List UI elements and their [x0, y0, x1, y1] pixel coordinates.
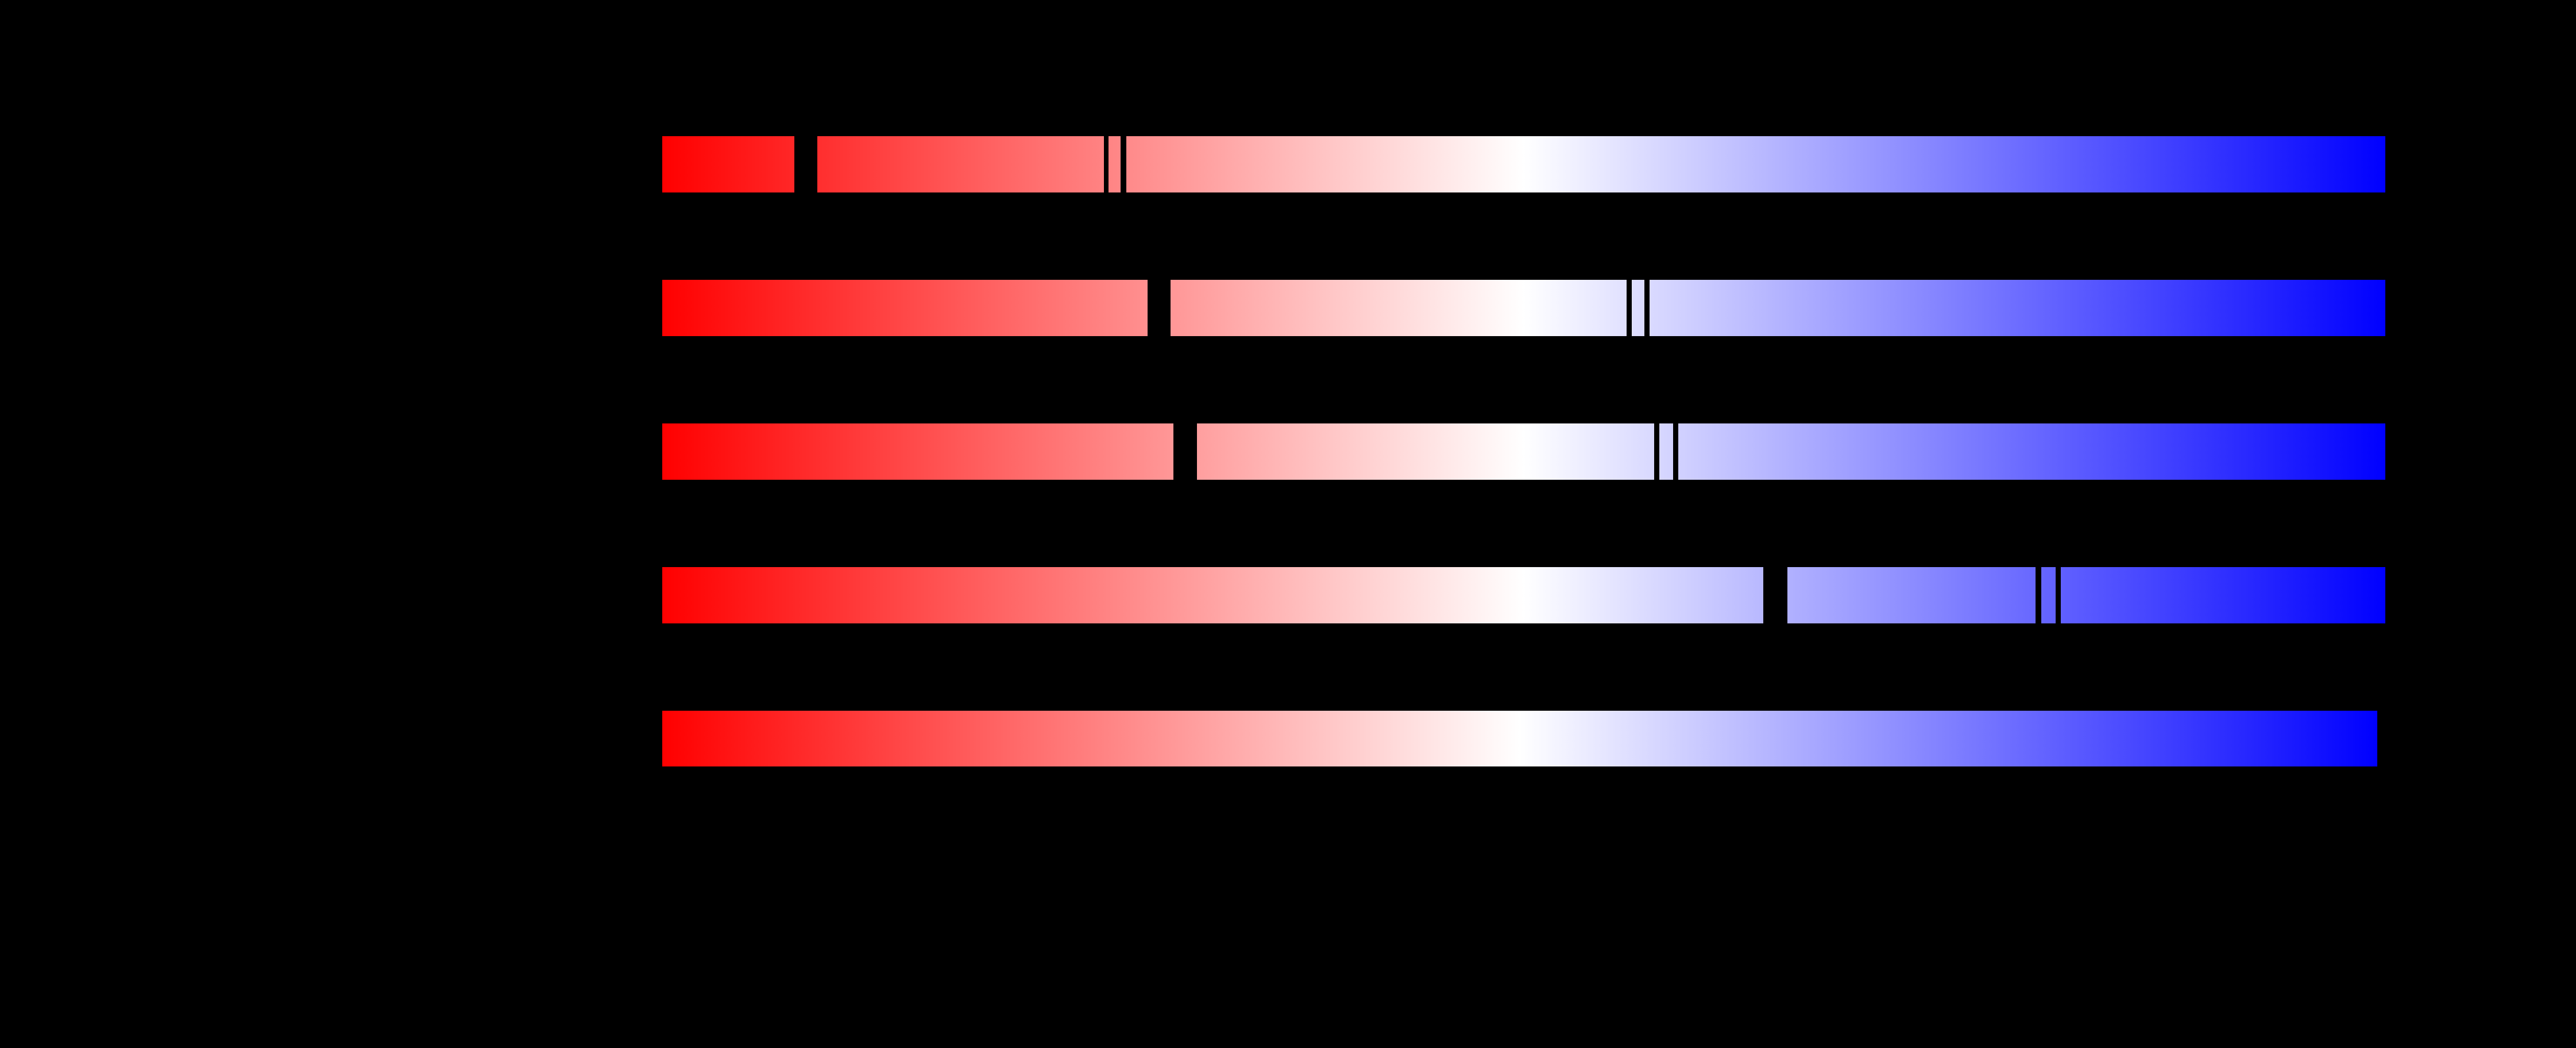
segment-separator [1121, 136, 1126, 192]
segment-separator [1763, 567, 1787, 623]
segment-separator [1627, 280, 1632, 336]
segment-separator [1673, 423, 1678, 480]
gradient-bar-row-4 [662, 567, 2385, 623]
gradient-bar-row-3 [662, 423, 2385, 480]
segment-separator [794, 136, 817, 192]
segment-separator [1644, 280, 1650, 336]
segment-separator [2056, 567, 2061, 623]
gradient-bar-row-1 [662, 136, 2385, 192]
gradient-bar-row-2 [662, 280, 2385, 336]
segment-separator [1104, 136, 1109, 192]
segment-separator [1654, 423, 1659, 480]
gradient-bar-row-5 [662, 711, 2377, 766]
segment-separator [2036, 567, 2041, 623]
segment-separator [1148, 280, 1171, 336]
segment-separator [1173, 423, 1197, 480]
